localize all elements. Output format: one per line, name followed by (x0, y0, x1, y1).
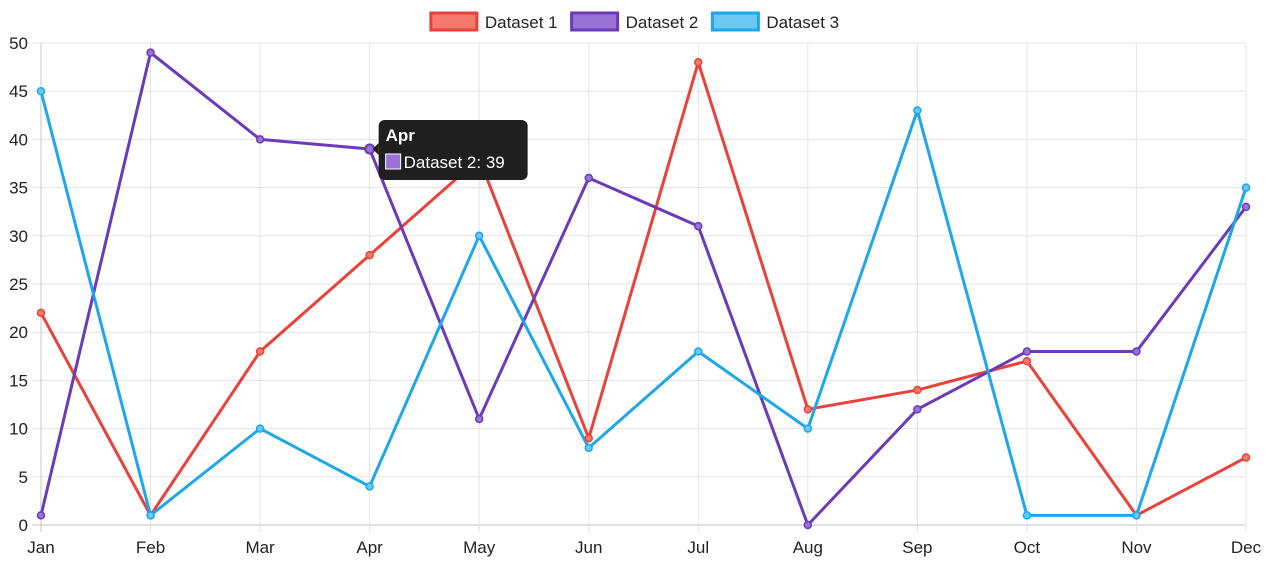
y-tick-label: 0 (19, 516, 28, 535)
grid (32, 42, 1247, 532)
y-tick-label: 15 (9, 371, 28, 390)
data-point-dataset-1[interactable] (1241, 453, 1251, 462)
y-tick-label: 50 (9, 34, 28, 53)
tooltip-label: Dataset 2: 39 (404, 153, 505, 172)
x-tick-label: Dec (1231, 538, 1262, 557)
data-point-dataset-2[interactable] (913, 405, 922, 414)
y-tick-label: 25 (9, 275, 28, 294)
data-point-dataset-2[interactable] (1132, 347, 1141, 356)
data-point-dataset-3[interactable] (584, 443, 593, 453)
data-point-dataset-2[interactable] (1241, 202, 1251, 212)
data-point-dataset-2[interactable] (36, 511, 46, 520)
data-point-dataset-3[interactable] (36, 86, 46, 96)
data-point-dataset-3[interactable] (255, 424, 265, 433)
data-point-dataset-3[interactable] (365, 482, 374, 491)
data-point-dataset-2[interactable] (694, 221, 703, 231)
data-point-dataset-1[interactable] (1022, 356, 1032, 366)
x-tick-label: May (463, 538, 496, 557)
legend-item-dataset-3[interactable]: Dataset 3 (710, 11, 839, 32)
data-point-dataset-3[interactable] (1132, 511, 1141, 520)
data-point-dataset-2[interactable] (474, 414, 484, 424)
tooltip-caret (372, 143, 379, 156)
axes: 0 5 10 15 20 25 30 35 40 45 50 Jan Feb Mar Apr May Jun Ju… (9, 34, 1262, 557)
legend-item-dataset-1[interactable]: Dataset 1 (429, 11, 558, 32)
y-tick-label: 30 (9, 227, 28, 246)
legend-label: Dataset 1 (485, 13, 558, 32)
data-point-dataset-1[interactable] (584, 433, 593, 443)
data-point-dataset-2[interactable] (584, 173, 593, 183)
data-point-dataset-1[interactable] (365, 250, 374, 260)
data-point-dataset-3[interactable] (913, 106, 922, 115)
data-point-dataset-3[interactable] (803, 424, 813, 433)
y-tick-label: 5 (19, 468, 28, 487)
series-line-dataset-3[interactable] (39, 89, 1248, 517)
legend-swatch (710, 11, 760, 32)
data-point-dataset-3[interactable] (146, 511, 155, 520)
tooltip-swatch (385, 153, 402, 170)
y-tick-label: 35 (9, 179, 28, 198)
series-line-dataset-2[interactable] (39, 51, 1248, 527)
data-point-dataset-2[interactable] (255, 135, 265, 144)
y-tick-label: 45 (9, 82, 28, 101)
x-tick-label: Nov (1121, 538, 1152, 557)
series-line-dataset-1[interactable] (39, 60, 1248, 517)
data-point-dataset-2[interactable] (1022, 347, 1032, 356)
x-tick-label: Oct (1014, 538, 1041, 557)
data-point-dataset-3[interactable] (1022, 511, 1032, 520)
y-tick-label: 40 (9, 130, 28, 149)
legend-item-dataset-2[interactable]: Dataset 2 (570, 11, 699, 32)
data-point-dataset-3[interactable] (694, 347, 703, 356)
data-point-dataset-1[interactable] (255, 347, 265, 356)
legend-label: Dataset 2 (626, 13, 699, 32)
tooltip-box (378, 120, 528, 180)
tooltip-title: Apr (386, 126, 416, 145)
x-tick-label: Jan (27, 538, 54, 557)
x-tick-label: Feb (136, 538, 165, 557)
data-points (36, 48, 1251, 530)
data-point-dataset-1[interactable] (694, 58, 703, 67)
data-point-dataset-2[interactable] (146, 48, 155, 57)
legend[interactable]: Dataset 1 Dataset 2 Dataset 3 (429, 11, 839, 32)
data-point-dataset-1[interactable] (913, 385, 922, 395)
data-point-dataset-3[interactable] (474, 231, 484, 241)
x-tick-label: Apr (356, 538, 383, 557)
data-point-dataset-3[interactable] (1241, 183, 1251, 192)
data-point-dataset-2[interactable] (803, 520, 813, 530)
data-point-dataset-1[interactable] (36, 308, 46, 318)
series-lines (39, 51, 1248, 527)
y-tick-label: 20 (9, 323, 28, 342)
x-tick-label: Aug (793, 538, 823, 557)
x-tick-label: Mar (245, 538, 275, 557)
legend-swatch (429, 11, 479, 32)
data-point-dataset-1[interactable] (803, 405, 813, 414)
x-tick-label: Sep (902, 538, 932, 557)
x-tick-label: Jul (687, 538, 709, 557)
legend-label: Dataset 3 (766, 13, 839, 32)
tooltip: Apr Dataset 2: 39 (364, 120, 528, 180)
legend-swatch (570, 11, 620, 32)
x-tick-label: Jun (575, 538, 602, 557)
y-tick-label: 10 (9, 420, 28, 439)
